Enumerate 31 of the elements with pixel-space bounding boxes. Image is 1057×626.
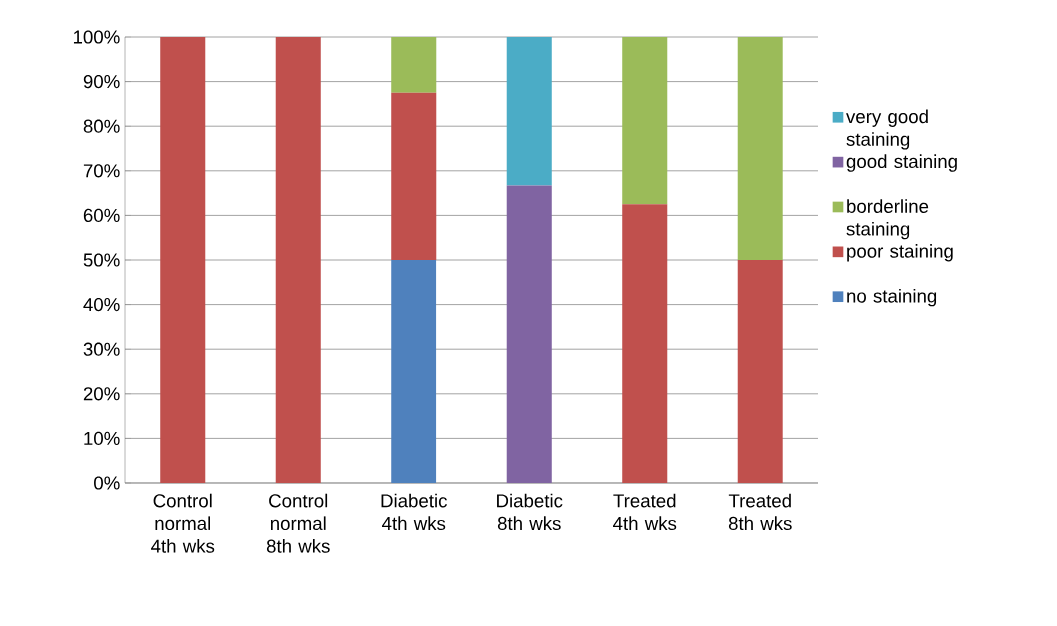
bar: [622, 37, 668, 205]
x-tick-label: Treated 8th wks: [728, 493, 792, 531]
bar: [391, 37, 437, 93]
x-tick-label: Control normal 8th wks: [266, 493, 330, 553]
x-tick-label: Diabetic 4th wks: [381, 493, 447, 531]
bar: [275, 37, 321, 483]
y-tick-label: 30%: [83, 342, 120, 356]
bar: [391, 92, 437, 260]
y-tick-label: 50%: [83, 253, 120, 267]
y-tick-label: 90%: [83, 74, 120, 89]
x-tick-label: Control normal 4th wks: [151, 493, 215, 553]
bar: [160, 37, 206, 483]
x-tick-label: Treated 4th wks: [613, 493, 677, 531]
bar: [391, 260, 437, 483]
legend-label: poor staining: [847, 244, 953, 262]
y-tick-label: 60%: [83, 208, 120, 223]
y-tick-label: 70%: [83, 164, 120, 178]
bar: [506, 185, 552, 483]
legend-label: good staining: [846, 154, 957, 172]
x-tick-label: Diabetic 8th wks: [497, 493, 563, 531]
bar: [506, 37, 552, 186]
y-tick-label: 10%: [84, 431, 120, 446]
bar: [737, 37, 783, 260]
legend-label: no staining: [847, 288, 937, 307]
bar: [737, 260, 783, 483]
y-tick-label: 80%: [83, 119, 120, 133]
y-tick-label: 40%: [83, 297, 120, 312]
y-tick-label: 20%: [83, 387, 120, 401]
y-tick-label: 0%: [94, 476, 120, 490]
bar: [622, 204, 668, 483]
y-tick-label: 100%: [73, 30, 120, 44]
